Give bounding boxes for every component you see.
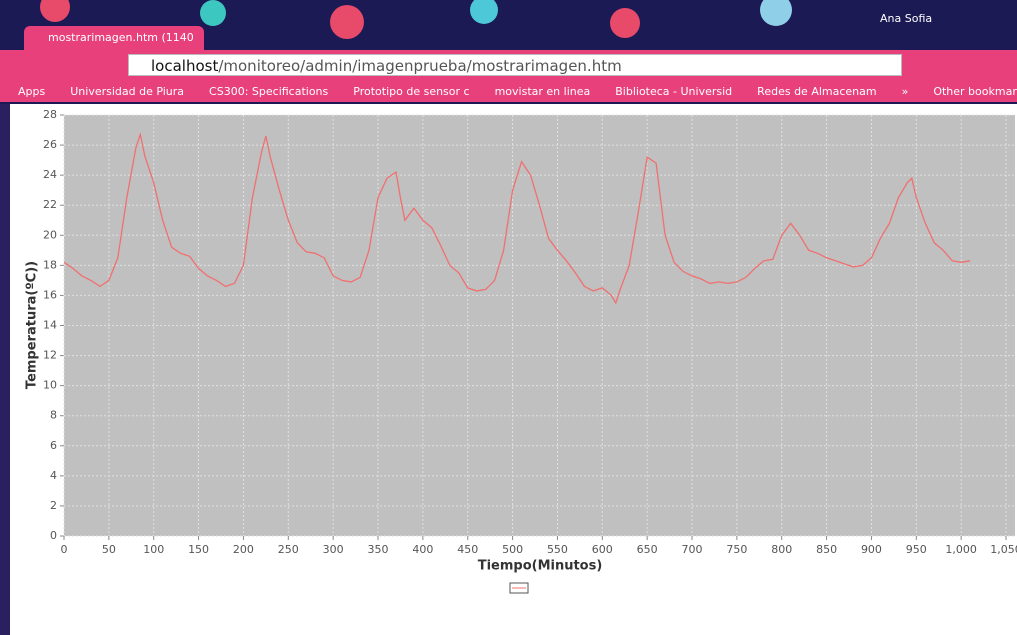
x-tick-label: 50 bbox=[102, 543, 116, 556]
y-axis-title: Temperatura(ºC)) bbox=[25, 261, 40, 389]
x-tick-label: 700 bbox=[682, 543, 703, 556]
y-tick-label: 16 bbox=[43, 288, 57, 301]
bookmark[interactable]: Prototipo de sensor c bbox=[353, 85, 470, 98]
x-tick-label: 750 bbox=[726, 543, 747, 556]
x-tick-label: 850 bbox=[816, 543, 837, 556]
bookmark[interactable]: Biblioteca - Universid bbox=[615, 85, 733, 98]
x-tick-label: 100 bbox=[143, 543, 164, 556]
x-tick-label: 600 bbox=[592, 543, 613, 556]
y-tick-label: 20 bbox=[43, 228, 57, 241]
y-tick-label: 28 bbox=[43, 108, 57, 121]
x-tick-label: 200 bbox=[233, 543, 254, 556]
y-tick-label: 0 bbox=[50, 529, 57, 542]
x-tick-label: 150 bbox=[188, 543, 209, 556]
decoration bbox=[330, 5, 364, 39]
url-host: localhost bbox=[151, 57, 219, 75]
decoration bbox=[470, 0, 498, 24]
y-tick-label: 4 bbox=[50, 469, 57, 482]
x-tick-label: 250 bbox=[278, 543, 299, 556]
x-tick-label: 1,000 bbox=[945, 543, 977, 556]
x-axis-title: Tiempo(Minutos) bbox=[478, 559, 603, 574]
x-tick-label: 350 bbox=[368, 543, 389, 556]
y-tick-label: 26 bbox=[43, 138, 57, 151]
x-tick-label: 800 bbox=[771, 543, 792, 556]
x-tick-label: 900 bbox=[861, 543, 882, 556]
toolbar: localhost/monitoreo/admin/imagenprueba/m… bbox=[0, 50, 1017, 82]
y-tick-label: 22 bbox=[43, 198, 57, 211]
decoration bbox=[610, 8, 640, 38]
window-edge bbox=[0, 104, 10, 635]
y-tick-label: 8 bbox=[50, 409, 57, 422]
bookmark[interactable]: Apps bbox=[18, 85, 46, 98]
x-tick-label: 300 bbox=[323, 543, 344, 556]
y-tick-label: 6 bbox=[50, 439, 57, 452]
x-tick-label: 500 bbox=[502, 543, 523, 556]
decoration bbox=[200, 0, 226, 26]
x-tick-label: 550 bbox=[547, 543, 568, 556]
bookmark[interactable]: Other bookmarks bbox=[933, 85, 1017, 98]
url-path: /monitoreo/admin/imagenprueba/mostrarima… bbox=[218, 57, 622, 75]
y-tick-label: 12 bbox=[43, 349, 57, 362]
browser-chrome: mostrarimagen.htm (1140 Ana Sofia localh… bbox=[0, 0, 1017, 104]
bookmarks-bar: Apps Universidad de Piura CS300: Specifica… bbox=[0, 82, 1017, 102]
x-tick-label: 950 bbox=[906, 543, 927, 556]
bookmark[interactable]: » bbox=[901, 85, 909, 98]
bookmark[interactable]: CS300: Specifications bbox=[209, 85, 329, 98]
x-tick-label: 1,050 bbox=[990, 543, 1017, 556]
bookmark[interactable]: Universidad de Piura bbox=[70, 85, 185, 98]
bookmark[interactable]: Redes de Almacenam bbox=[757, 85, 877, 98]
y-tick-label: 10 bbox=[43, 379, 57, 392]
x-tick-label: 450 bbox=[457, 543, 478, 556]
y-tick-label: 18 bbox=[43, 258, 57, 271]
bookmark[interactable]: movistar en linea bbox=[494, 85, 591, 98]
y-tick-label: 24 bbox=[43, 168, 57, 181]
x-tick-label: 400 bbox=[412, 543, 433, 556]
decoration bbox=[40, 0, 70, 22]
y-tick-label: 14 bbox=[43, 319, 57, 332]
x-tick-label: 650 bbox=[637, 543, 658, 556]
address-bar[interactable]: localhost/monitoreo/admin/imagenprueba/m… bbox=[128, 54, 902, 76]
x-tick-label: 0 bbox=[61, 543, 68, 556]
y-tick-label: 2 bbox=[50, 499, 57, 512]
data-line bbox=[63, 131, 971, 305]
decoration bbox=[760, 0, 792, 26]
tab[interactable]: mostrarimagen.htm (1140 bbox=[24, 26, 204, 50]
chart: Tiempo(Minutos) Temperatura(ºC)) 0246810… bbox=[25, 108, 1017, 594]
user-name[interactable]: Ana Sofia bbox=[880, 12, 933, 25]
